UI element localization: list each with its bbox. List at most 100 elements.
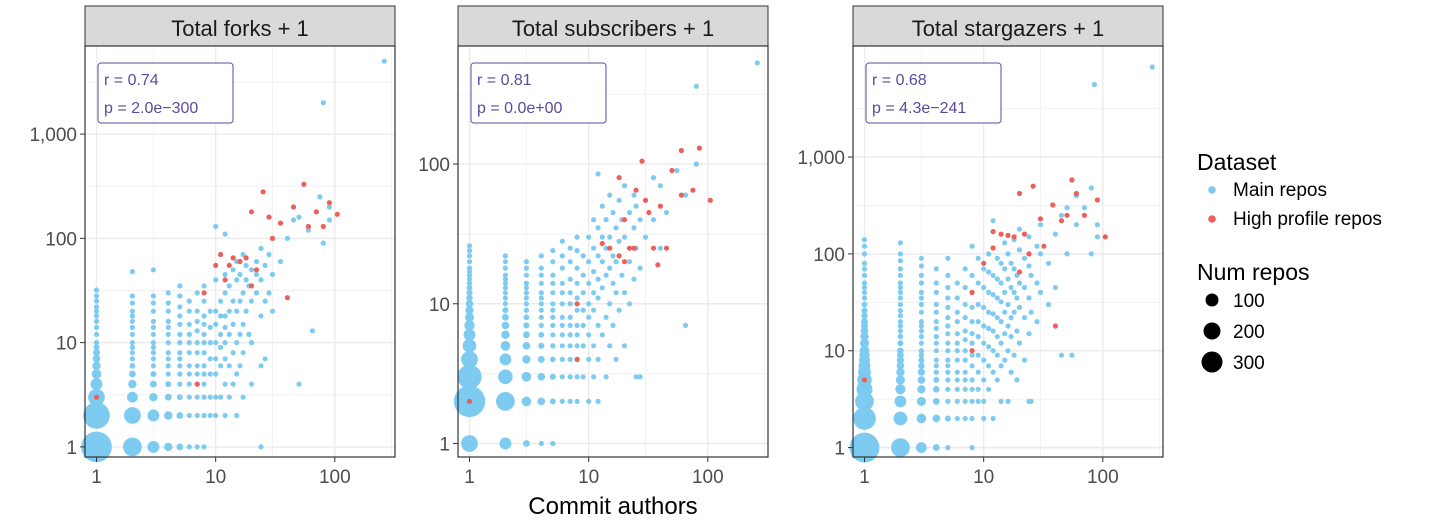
data-point (502, 301, 509, 307)
data-point (461, 435, 478, 452)
data-point (1011, 309, 1017, 315)
data-point (1073, 222, 1079, 228)
data-point (240, 350, 246, 356)
data-point (613, 225, 619, 231)
data-point (994, 276, 1000, 282)
data-point (559, 253, 565, 259)
data-point (559, 322, 565, 328)
data-point (696, 145, 703, 151)
data-point (186, 331, 192, 337)
data-point (177, 331, 183, 337)
data-point (243, 262, 249, 268)
data-point (538, 265, 544, 271)
data-point (502, 280, 508, 286)
data-point (1011, 234, 1017, 240)
data-point (567, 301, 573, 307)
series-main-repos (453, 60, 760, 452)
data-point (619, 272, 625, 278)
stat-r: r = 0.81 (477, 72, 532, 89)
data-point (230, 350, 236, 356)
data-point (538, 307, 544, 313)
data-point (962, 377, 968, 383)
data-point (523, 307, 530, 313)
data-point (186, 444, 192, 450)
data-point (918, 334, 925, 340)
data-point (128, 370, 136, 378)
data-point (599, 285, 605, 291)
y-tick-label: 10 (824, 342, 845, 363)
data-point (642, 234, 649, 240)
data-point (918, 289, 925, 295)
data-point (213, 277, 219, 283)
series-main-repos (849, 64, 1155, 463)
data-point (595, 322, 601, 328)
correlation-stats-box: r = 0.74 p = 2.0e−300 (97, 62, 234, 124)
data-point (230, 298, 236, 304)
data-point (502, 276, 508, 282)
x-axis-title: Commit authors (528, 493, 697, 520)
data-point (237, 331, 243, 337)
data-point (150, 363, 156, 369)
x-tick-label: 1 (859, 467, 870, 488)
data-point (523, 290, 530, 296)
data-point (962, 337, 968, 343)
data-point (954, 340, 960, 346)
data-point (631, 192, 637, 198)
data-point (754, 60, 760, 66)
data-point (994, 295, 1000, 301)
data-point (669, 167, 675, 174)
data-point (849, 432, 880, 463)
data-point (521, 371, 532, 382)
data-point (222, 412, 228, 419)
data-point (975, 334, 981, 340)
data-point (945, 304, 951, 310)
data-point (1058, 352, 1065, 358)
data-point (567, 356, 573, 362)
data-point (655, 262, 661, 268)
data-point (466, 265, 473, 271)
data-point (234, 277, 240, 283)
correlation-stats-box: r = 0.81 p = 0.0e+00 (470, 62, 607, 124)
data-point (574, 301, 580, 307)
data-point (129, 313, 135, 319)
x-tick-label: 1 (91, 467, 102, 488)
data-point (933, 280, 939, 286)
data-point (1021, 315, 1028, 321)
data-point (150, 356, 156, 362)
legend: Dataset Main repos High profile repos Num… (1197, 149, 1382, 374)
data-point (591, 245, 597, 251)
data-point (1011, 266, 1017, 272)
data-point (262, 356, 268, 362)
data-point (586, 234, 592, 240)
data-point (296, 214, 302, 220)
data-point (83, 402, 110, 429)
data-point (549, 398, 556, 405)
stats-box-frame (97, 62, 234, 124)
data-point (613, 259, 619, 265)
data-point (954, 319, 960, 325)
data-point (501, 321, 510, 330)
data-point (603, 272, 609, 278)
data-point (897, 266, 904, 272)
data-point (550, 322, 556, 328)
data-point (954, 309, 960, 315)
panel-strip (457, 5, 769, 47)
data-point (194, 444, 200, 450)
data-point (678, 192, 685, 198)
data-point (194, 318, 200, 324)
data-point (262, 262, 268, 268)
data-point (986, 289, 992, 295)
data-point (226, 308, 232, 314)
data-point (258, 363, 264, 369)
data-point (969, 319, 975, 325)
data-point (633, 203, 639, 209)
data-point (457, 364, 482, 389)
data-point (918, 280, 925, 286)
data-point (990, 348, 996, 354)
data-point (499, 353, 512, 366)
data-point (586, 356, 592, 362)
data-point (538, 295, 544, 301)
data-point (969, 363, 975, 369)
data-point (1058, 218, 1065, 224)
data-point (603, 245, 609, 251)
